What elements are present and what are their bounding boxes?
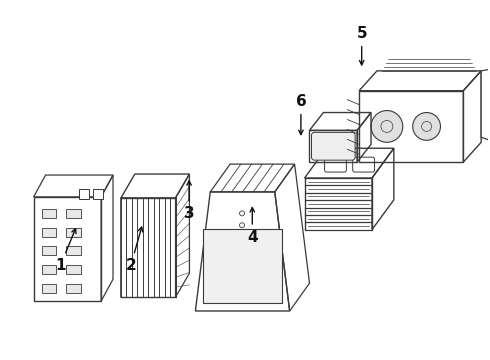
Bar xyxy=(66,284,81,293)
Circle shape xyxy=(413,113,441,140)
Text: 5: 5 xyxy=(356,26,367,65)
Bar xyxy=(42,247,56,255)
Bar xyxy=(79,189,89,199)
Text: 4: 4 xyxy=(247,208,258,245)
Bar xyxy=(66,247,81,255)
Bar xyxy=(66,209,81,218)
Bar xyxy=(42,228,56,237)
Text: 1: 1 xyxy=(55,229,76,273)
Polygon shape xyxy=(481,66,490,147)
Bar xyxy=(203,229,282,303)
Text: 3: 3 xyxy=(184,181,195,221)
Circle shape xyxy=(371,111,403,142)
FancyBboxPatch shape xyxy=(312,132,355,160)
Text: 2: 2 xyxy=(125,227,143,273)
FancyBboxPatch shape xyxy=(353,157,374,172)
Text: 6: 6 xyxy=(295,94,306,135)
Bar xyxy=(42,265,56,274)
Bar xyxy=(42,209,56,218)
Bar xyxy=(66,228,81,237)
FancyBboxPatch shape xyxy=(324,157,346,172)
Bar xyxy=(42,284,56,293)
Bar xyxy=(93,189,103,199)
Bar xyxy=(66,265,81,274)
